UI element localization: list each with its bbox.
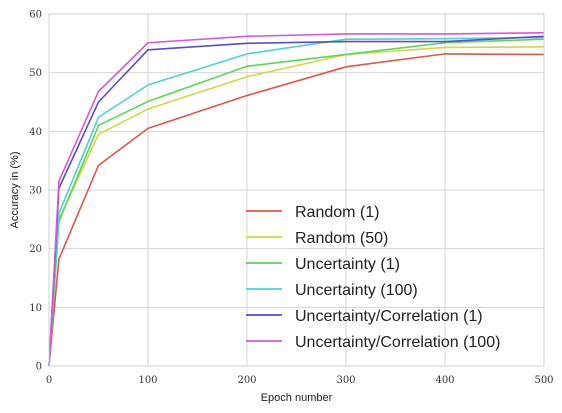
y-tick-label: 0 bbox=[36, 362, 42, 373]
series-line-3 bbox=[48, 38, 545, 367]
x-axis-label: Epoch number bbox=[261, 392, 333, 404]
y-tick-label: 10 bbox=[29, 303, 42, 314]
x-tick-label: 500 bbox=[534, 375, 553, 386]
series-line-6 bbox=[48, 31, 545, 367]
legend-label: Random (1) bbox=[295, 204, 379, 221]
series-line-4 bbox=[48, 36, 545, 367]
x-tick-label: 200 bbox=[237, 375, 256, 386]
x-tick-label: 0 bbox=[46, 375, 52, 386]
y-tick-label: 20 bbox=[29, 244, 42, 255]
grid-lines bbox=[48, 13, 545, 367]
plot-frame bbox=[48, 13, 545, 367]
series-line-1 bbox=[48, 53, 545, 367]
y-tick-label: 40 bbox=[29, 127, 42, 138]
x-tick-label: 400 bbox=[435, 375, 454, 386]
x-tick-label: 300 bbox=[336, 375, 355, 386]
legend-label: Random (50) bbox=[295, 230, 388, 247]
legend: Random (1) Random (50) Uncertainty (1) Unce… bbox=[246, 204, 500, 351]
legend-label: Uncertainty (1) bbox=[295, 256, 400, 273]
legend-label: Uncertainty/Correlation (100) bbox=[295, 334, 500, 351]
x-tick-label: 100 bbox=[138, 375, 157, 386]
legend-label: Uncertainty/Correlation (1) bbox=[295, 308, 483, 325]
legend-label: Uncertainty (100) bbox=[295, 282, 418, 299]
y-tick-label: 30 bbox=[29, 186, 42, 197]
y-tick-label: 50 bbox=[29, 68, 42, 79]
y-axis-label: Accuracy in (%) bbox=[9, 151, 21, 228]
y-tick-label: 60 bbox=[29, 10, 42, 21]
series-line-5 bbox=[48, 35, 545, 367]
data-series bbox=[48, 31, 545, 367]
tick-labels: 0 100 200 300 400 500 0 10 20 30 40 50 60 bbox=[29, 10, 553, 387]
